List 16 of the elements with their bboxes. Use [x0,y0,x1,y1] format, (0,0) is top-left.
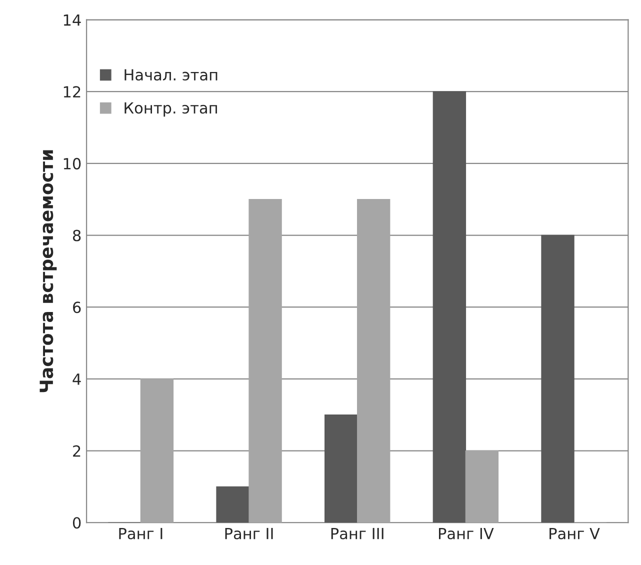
x-tick-label: Ранг V [550,528,600,540]
x-tick-label: Ранг III [331,528,384,540]
y-tick-label: 2 [73,445,80,457]
y-tick-label: 4 [72,374,81,385]
x-tick-label: Ранг II [225,528,273,540]
legend-label: Начал. этап [124,69,218,81]
y-tick-label: 6 [73,302,81,314]
x-tick-label: Ранг IV [438,528,494,540]
y-tick-label: 10 [64,158,81,170]
x-tick-label: Ранг I [119,528,162,540]
y-tick-label: 12 [64,86,80,98]
y-tick-label: 8 [72,230,81,242]
y-axis-title: Частота встречаемости [40,150,57,392]
y-tick-label: 14 [64,14,81,26]
y-tick-label: 0 [72,517,81,529]
legend-label: Контр. этап [124,102,217,117]
